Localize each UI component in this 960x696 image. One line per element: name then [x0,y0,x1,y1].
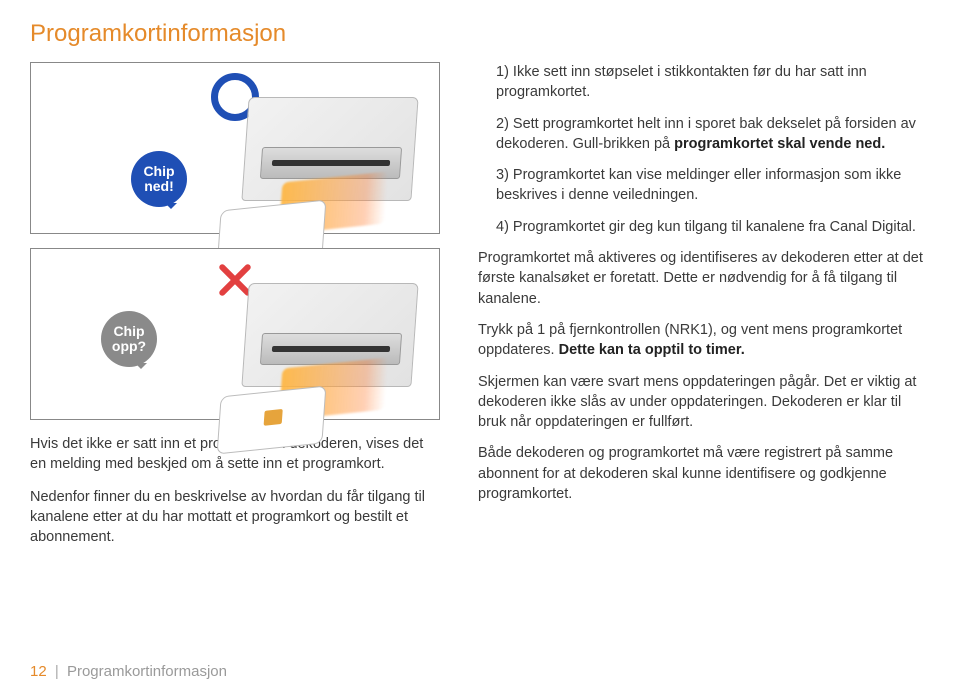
body-paragraph: 4) Programkortet gir deg kun tilgang til… [478,217,930,237]
left-column: Chip ned! Chip opp? Hvis det ikke er sat… [30,62,440,559]
bubble-text: opp? [112,339,146,354]
body-paragraph: Programkortet må aktiveres og identifise… [478,248,930,309]
right-column: 1) Ikke sett inn støpselet i stikkontakt… [478,62,930,559]
page-title: Programkortinformasjon [30,20,930,48]
chip-up-bubble: Chip opp? [101,311,157,367]
figure-correct: Chip ned! [30,62,440,234]
body-paragraph: Trykk på 1 på fjernkontrollen (NRK1), og… [478,320,930,361]
footer-section: Programkortinformasjon [67,663,227,680]
body-paragraph: Skjermen kan være svart mens oppdatering… [478,372,930,433]
body-paragraph: Både dekoderen og programkortet må være … [478,443,930,504]
body-paragraph: 2) Sett programkortet helt inn i sporet … [478,114,930,155]
footer-separator: | [55,663,59,680]
body-paragraph: Nedenfor finner du en beskrivelse av hvo… [30,487,440,548]
bubble-text: Chip [143,164,174,179]
bubble-text: ned! [144,179,174,194]
decoder-illustration [221,283,421,395]
chip-down-bubble: Chip ned! [131,151,187,207]
page-footer: 12 | Programkortinformasjon [30,663,227,680]
body-paragraph: 3) Programkortet kan vise meldinger elle… [478,165,930,206]
figure-wrong: Chip opp? [30,248,440,420]
page-number: 12 [30,663,47,680]
body-paragraph: 1) Ikke sett inn støpselet i stikkontakt… [478,62,930,103]
bubble-text: Chip [113,324,144,339]
content-columns: Chip ned! Chip opp? Hvis det ikke er sat… [30,62,930,559]
decoder-illustration [221,97,421,209]
